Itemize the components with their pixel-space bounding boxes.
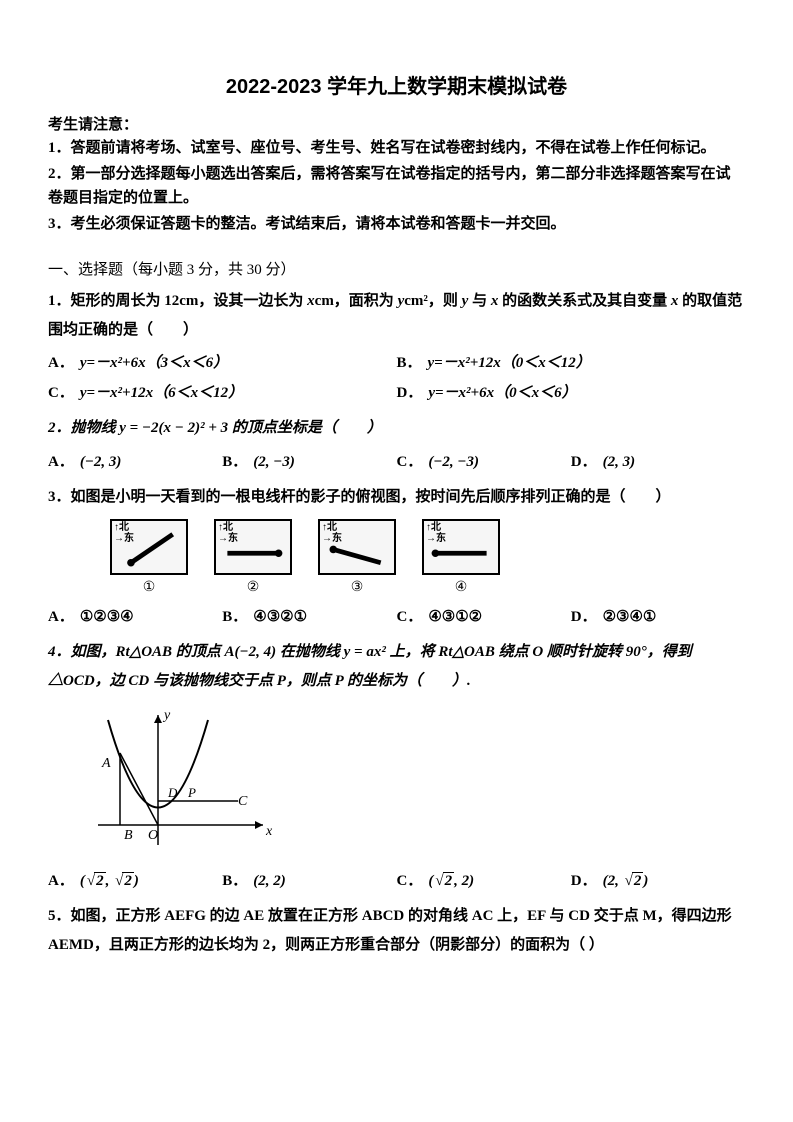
q2-text: 2．抛物线 y = −2(x − 2)² + 3 的顶点坐标是（ ） [48, 420, 382, 436]
q3-fig-labels: ① ② ③ ④ [110, 579, 745, 596]
q3-label-2: ② [214, 579, 292, 596]
q1-opt-b: B．y=－x²+12x（0＜x＜12） [397, 348, 746, 378]
q4-opt-a: A．(2, 2) [48, 866, 222, 896]
shadow-icon [424, 521, 498, 574]
q3-label-1: ① [110, 579, 188, 596]
svg-text:B: B [124, 828, 133, 843]
q3-label-4: ④ [422, 579, 500, 596]
svg-text:C: C [238, 794, 248, 809]
q1-opt-c: C．y=－x²+12x（6＜x＜12） [48, 378, 397, 408]
q3-label-3: ③ [318, 579, 396, 596]
question-2: 2．抛物线 y = −2(x − 2)² + 3 的顶点坐标是（ ） [48, 414, 745, 443]
q1-options: A．y=－x²+6x（3＜x＜6） B．y=－x²+12x（0＜x＜12） C．… [48, 348, 745, 408]
question-1: 1．矩形的周长为 12cm，设其一边长为 xcm，面积为 ycm²，则 y 与 … [48, 287, 745, 344]
svg-text:A: A [101, 756, 111, 771]
svg-text:O: O [148, 828, 158, 843]
q3-figures: ↑北→东 ↑北→东 ↑北→东 ↑北→东 [110, 519, 745, 575]
q4-opt-b: B．(2, 2) [222, 866, 396, 896]
q3-opt-b: B．④③②① [222, 602, 396, 632]
q2-opt-d: D．(2, 3) [571, 447, 745, 477]
q3-options: A．①②③④ B．④③②① C．④③①② D．②③④① [48, 602, 745, 632]
q3-fig-3: ↑北→东 [318, 519, 396, 575]
q3-opt-d: D．②③④① [571, 602, 745, 632]
q1-text-mid2: cm²，则 [404, 293, 461, 309]
notice-3: 3．考生必须保证答题卡的整洁。考试结束后，请将本试卷和答题卡一并交回。 [48, 212, 745, 236]
question-5: 5．如图，正方形 AEFG 的边 AE 放置在正方形 ABCD 的对角线 AC … [48, 902, 745, 959]
svg-text:P: P [187, 785, 196, 800]
svg-text:D: D [167, 785, 178, 800]
notice-heading: 考生请注意： [48, 113, 745, 134]
q4-figure: A B O D P C x y [88, 705, 745, 860]
shadow-icon [320, 521, 394, 574]
q4-opt-c: C．(2, 2) [397, 866, 571, 896]
q1-text-mid1: cm，面积为 [315, 293, 398, 309]
svg-text:y: y [162, 708, 171, 723]
svg-text:x: x [265, 824, 273, 839]
shadow-icon [216, 521, 290, 574]
notice-1: 1．答题前请将考场、试室号、座位号、考生号、姓名写在试卷密封线内，不得在试卷上作… [48, 136, 745, 160]
parabola-graph-icon: A B O D P C x y [88, 705, 278, 855]
question-3: 3．如图是小明一天看到的一根电线杆的影子的俯视图，按时间先后顺序排列正确的是（ … [48, 483, 745, 512]
q4-options: A．(2, 2) B．(2, 2) C．(2, 2) D．(2, 2) [48, 866, 745, 896]
q2-opt-b: B．(2, −3) [222, 447, 396, 477]
q2-opt-a: A．(−2, 3) [48, 447, 222, 477]
page-title: 2022-2023 学年九上数学期末模拟试卷 [48, 70, 745, 99]
q1-opt-d: D．y=－x²+6x（0＜x＜6） [397, 378, 746, 408]
question-4: 4．如图，Rt△OAB 的顶点 A(−2, 4) 在抛物线 y = ax² 上，… [48, 638, 745, 695]
q1-opt-a: A．y=－x²+6x（3＜x＜6） [48, 348, 397, 378]
shadow-icon [112, 521, 186, 574]
q3-fig-4: ↑北→东 [422, 519, 500, 575]
section-1-heading: 一、选择题（每小题 3 分，共 30 分） [48, 258, 745, 279]
q1-text-pre: 1．矩形的周长为 12cm，设其一边长为 [48, 293, 307, 309]
q3-opt-c: C．④③①② [397, 602, 571, 632]
q3-fig-1: ↑北→东 [110, 519, 188, 575]
exam-page: 2022-2023 学年九上数学期末模拟试卷 考生请注意： 1．答题前请将考场、… [0, 0, 793, 1122]
q1-text-mid3: 与 [468, 293, 491, 309]
notice-2: 2．第一部分选择题每小题选出答案后，需将答案写在试卷指定的括号内，第二部分非选择… [48, 162, 745, 210]
q2-options: A．(−2, 3) B．(2, −3) C．(−2, −3) D．(2, 3) [48, 447, 745, 477]
q3-opt-a: A．①②③④ [48, 602, 222, 632]
q1-text-mid4: 的函数关系式及其自变量 [498, 293, 671, 309]
q2-opt-c: C．(−2, −3) [397, 447, 571, 477]
q4-opt-d: D．(2, 2) [571, 866, 745, 896]
q4-text: 4．如图，Rt△OAB 的顶点 A(−2, 4) 在抛物线 y = ax² 上，… [48, 644, 692, 689]
q3-fig-2: ↑北→东 [214, 519, 292, 575]
